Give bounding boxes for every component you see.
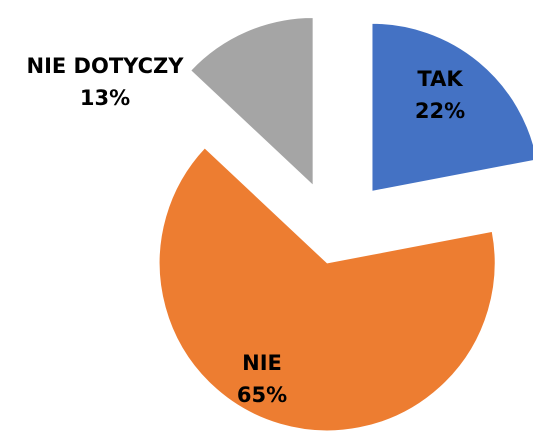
value-label: 22% bbox=[415, 99, 465, 123]
category-label: NIE bbox=[242, 351, 282, 375]
category-label: TAK bbox=[417, 67, 463, 91]
pie-slice bbox=[158, 147, 496, 432]
category-label: NIE DOTYCZY bbox=[27, 54, 185, 78]
pie-slice bbox=[371, 22, 533, 192]
pie-slice bbox=[189, 17, 314, 187]
value-label: 13% bbox=[80, 86, 130, 110]
value-label: 65% bbox=[237, 383, 287, 407]
